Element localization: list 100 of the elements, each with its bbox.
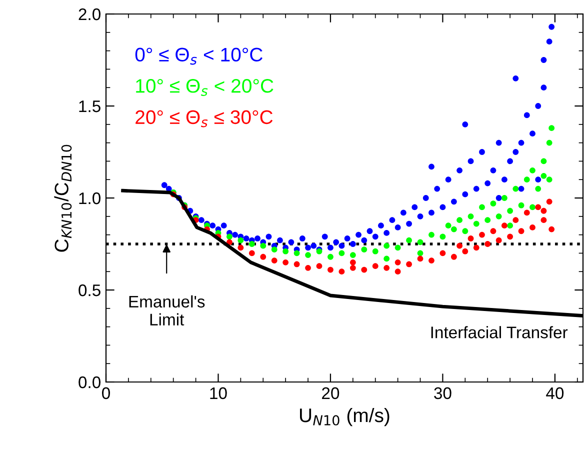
point [462,228,468,234]
point [372,248,378,254]
point [540,208,547,214]
point [328,254,334,260]
point [530,224,536,230]
point [535,204,542,210]
point [512,217,519,224]
point [479,204,485,210]
point [445,222,452,229]
point [440,234,446,240]
point [512,186,519,192]
point [328,266,334,273]
point [518,202,524,208]
point [530,204,536,210]
y-tick-label: 2.0 [78,8,100,20]
point [282,248,289,254]
point [305,252,311,258]
x-tick-label: 30 [434,387,452,400]
ref-line-label: Emanuel's Limit [129,295,205,326]
point [417,256,424,262]
point [468,213,474,220]
point [518,228,524,234]
x-tick-label: 40 [546,387,564,400]
annotation: Interfacial Transfer [431,326,568,338]
point [417,239,424,246]
y-tick-label: 1.0 [79,192,100,204]
y-tick-label: 1.5 [79,100,100,112]
y-axis-title: C$_{KN10}$/C$_{DN10}$ [54,144,72,252]
point [406,237,412,244]
point [490,200,496,206]
x-axis-title: U$_{N10}$ (m/s) [300,408,390,426]
point [350,264,356,271]
point [501,195,508,201]
point [507,234,513,240]
point [238,237,244,244]
point [271,246,278,252]
point [462,248,468,254]
point [260,242,266,249]
point [450,226,457,232]
point [496,213,502,220]
point [394,259,401,266]
x-tick-label: 20 [322,387,340,400]
x-tick-label: 10 [210,387,227,400]
x-tick-label: 0 [102,387,110,400]
point [507,208,513,214]
point [338,268,345,275]
point [428,258,434,264]
point [406,261,412,268]
point [507,222,513,229]
point [294,250,300,256]
point [271,258,278,264]
point [524,210,530,216]
point [540,217,547,224]
y-tick-label: 0.5 [78,284,100,296]
point [473,220,480,227]
point [394,268,401,275]
point [294,261,300,268]
point [484,241,491,247]
point [440,250,446,256]
point [473,244,480,251]
text: 0° ≤ Θ$_{s}$ < 10°C [135,48,262,65]
point [372,263,378,270]
point [361,266,368,273]
point [238,244,244,251]
point [384,242,390,249]
point [501,222,508,229]
point [548,125,555,132]
point [450,254,457,260]
point [468,236,474,242]
point [338,250,345,256]
point [546,198,552,205]
point [540,158,547,164]
point [350,252,356,258]
point [546,176,552,183]
point [540,172,547,179]
point [535,186,542,192]
point [394,244,401,251]
point [490,228,496,234]
point [384,256,390,262]
point [428,232,434,238]
point [260,254,266,260]
y-tick-label: 0.0 [78,376,100,388]
text: 10° ≤ Θ$_{s}$ < 20°C [136,79,274,96]
point [456,242,462,249]
point [548,226,555,232]
point [530,167,536,174]
point [496,237,502,244]
point [524,176,530,183]
point [546,140,552,146]
point [484,217,491,224]
point [305,264,311,271]
point [350,259,356,266]
point [248,241,255,247]
point [248,250,255,256]
point [456,217,462,224]
point [282,259,289,266]
point [361,246,368,252]
point [316,263,322,270]
text: 20° ≤ Θ$_{s}$ ≤ 30°C [136,110,273,128]
point [384,264,390,271]
